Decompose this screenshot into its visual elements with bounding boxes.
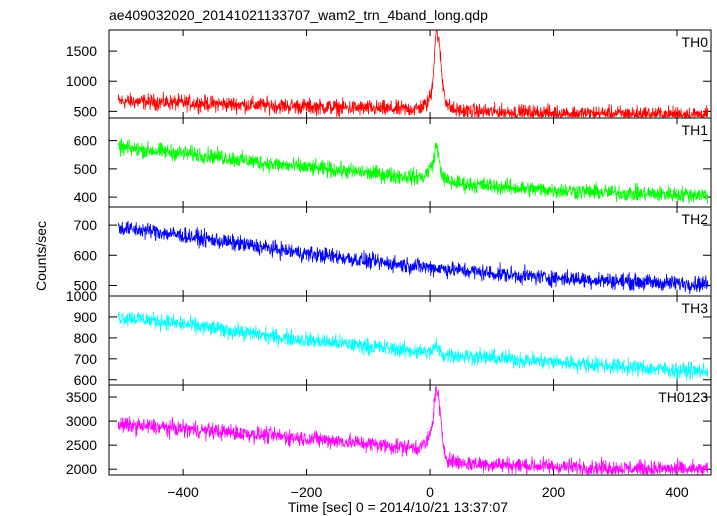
y-tick-label: 900 <box>74 309 98 325</box>
series-line <box>117 138 709 204</box>
panel-label: TH3 <box>682 300 709 316</box>
chart-title: ae409032020_20141021133707_wam2_trn_4ban… <box>109 7 488 23</box>
y-tick-label: 500 <box>74 161 98 177</box>
x-tick-label: −400 <box>167 484 199 500</box>
y-tick-label: 2000 <box>66 461 97 477</box>
y-tick-label: 600 <box>74 372 98 388</box>
panel-label: TH2 <box>682 211 709 227</box>
series-line <box>117 220 709 295</box>
x-axis-label: Time [sec] 0 = 2014/10/21 13:37:07 <box>288 499 508 515</box>
series-line <box>117 385 709 475</box>
y-tick-label: 800 <box>74 330 98 346</box>
panel-label: TH0 <box>682 34 709 50</box>
y-tick-label: 700 <box>74 351 98 367</box>
y-tick-label: 1500 <box>66 43 97 59</box>
y-tick-label: 3500 <box>66 389 97 405</box>
y-tick-label: 700 <box>74 217 98 233</box>
x-tick-label: −200 <box>291 484 323 500</box>
panel-frame <box>108 384 712 476</box>
panel-frame <box>108 295 712 386</box>
y-tick-label: 500 <box>74 277 98 293</box>
y-tick-label: 600 <box>74 247 98 263</box>
y-tick-label: 1000 <box>66 288 97 304</box>
y-axis-label: Counts/sec <box>33 221 49 291</box>
series-line <box>117 30 709 119</box>
y-tick-label: 600 <box>74 133 98 149</box>
y-tick-label: 500 <box>74 103 98 119</box>
y-tick-label: 2500 <box>66 437 97 453</box>
x-tick-label: 200 <box>542 484 566 500</box>
panel-label: TH1 <box>682 122 709 138</box>
x-tick-label: 0 <box>426 484 434 500</box>
series-line <box>117 311 709 381</box>
y-tick-label: 1000 <box>66 73 97 89</box>
y-tick-label: 3000 <box>66 413 97 429</box>
y-tick-label: 400 <box>74 189 98 205</box>
panel-label: TH0123 <box>658 389 708 405</box>
x-tick-label: 400 <box>665 484 689 500</box>
